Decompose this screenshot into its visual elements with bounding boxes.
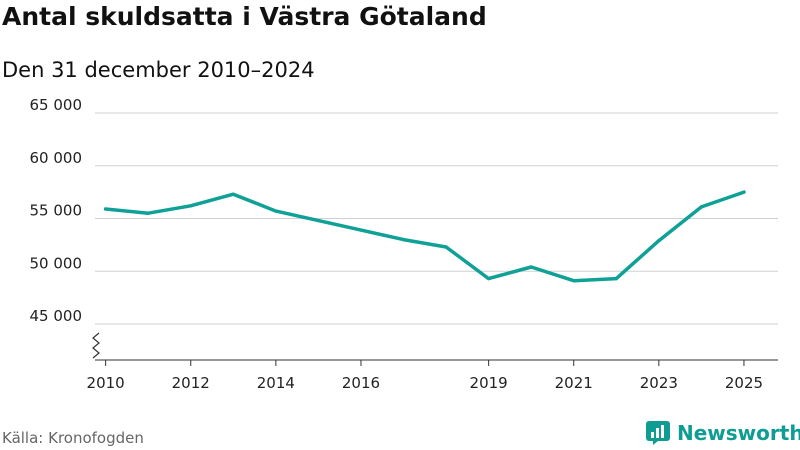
- data-point: [444, 245, 448, 249]
- y-tick-label: 60 000: [30, 149, 83, 167]
- data-point: [487, 277, 491, 281]
- x-tick-label: 2016: [342, 374, 380, 392]
- series-line: [103, 190, 746, 283]
- chart-title: Antal skuldsatta i Västra Götaland: [2, 2, 487, 31]
- data-point: [146, 211, 150, 215]
- x-tick-label: 2025: [725, 374, 763, 392]
- source-note: Källa: Kronofogden: [2, 429, 144, 447]
- x-tick-label: 2021: [555, 374, 593, 392]
- data-point: [699, 205, 704, 209]
- data-point: [401, 238, 406, 242]
- y-tick-label: 45 000: [30, 307, 83, 325]
- data-point: [529, 265, 533, 269]
- data-point: [614, 277, 618, 281]
- data-point: [189, 204, 193, 208]
- chart-subtitle: Den 31 december 2010–2024: [2, 58, 315, 82]
- y-tick-label: 65 000: [30, 96, 83, 114]
- data-point: [274, 209, 278, 213]
- y-tick-label: 50 000: [30, 254, 83, 272]
- y-tick-label: 55 000: [30, 202, 83, 220]
- data-point: [657, 239, 661, 243]
- data-point: [572, 279, 576, 283]
- data-point: [231, 192, 235, 196]
- axis-break-icon: [92, 332, 100, 359]
- x-tick-label: 2023: [640, 374, 678, 392]
- data-point: [104, 207, 108, 211]
- x-tick-label: 2012: [172, 374, 210, 392]
- brand-name: Newsworthy: [677, 421, 800, 445]
- x-tick-label: 2014: [257, 374, 295, 392]
- x-tick-label: 2019: [470, 374, 508, 392]
- newsworthy-logo-icon: [646, 421, 670, 445]
- data-point: [359, 228, 363, 232]
- brand-logo: Newsworthy: [645, 420, 800, 446]
- data-point: [316, 219, 321, 223]
- x-tick-label: 2010: [87, 374, 125, 392]
- data-point: [742, 190, 746, 194]
